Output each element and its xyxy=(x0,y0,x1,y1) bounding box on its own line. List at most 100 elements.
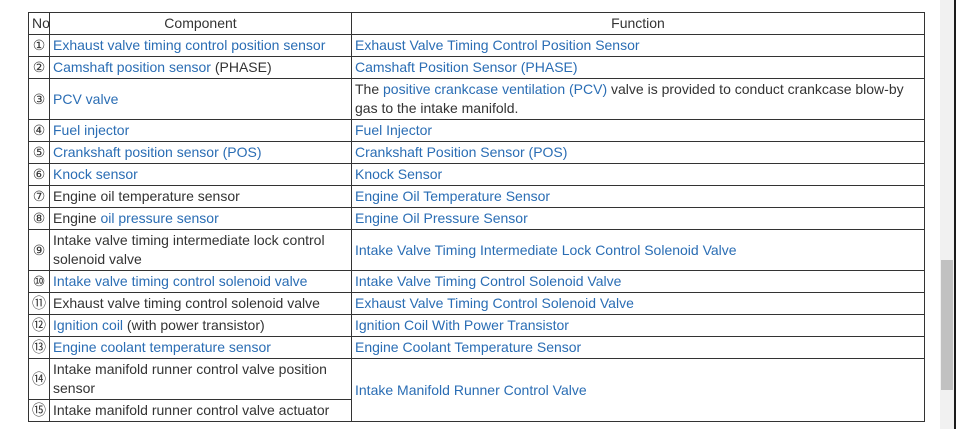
plain-text: Intake manifold runner control valve act… xyxy=(53,402,330,418)
row-number: ⑮ xyxy=(28,399,50,422)
function-cell: Fuel Injector xyxy=(351,119,925,142)
component-cell: Exhaust valve timing control position se… xyxy=(49,34,352,57)
function-cell: Intake Valve Timing Control Solenoid Val… xyxy=(351,270,925,293)
link-text[interactable]: Fuel injector xyxy=(53,122,130,138)
link-text[interactable]: Engine coolant temperature sensor xyxy=(53,339,271,355)
plain-text: (with power transistor) xyxy=(123,317,265,333)
link-text[interactable]: Fuel Injector xyxy=(355,122,433,138)
row-number: ⑦ xyxy=(28,185,50,208)
link-text[interactable]: Ignition coil xyxy=(53,317,124,333)
component-cell: Intake valve timing control solenoid val… xyxy=(49,270,352,293)
component-cell: Intake manifold runner control valve act… xyxy=(49,399,352,422)
component-cell: Engine oil temperature sensor xyxy=(49,185,352,208)
link-text[interactable]: PCV valve xyxy=(53,90,119,107)
component-cell: Crankshaft position sensor (POS) xyxy=(49,141,352,164)
link-text[interactable]: Intake valve timing control solenoid val… xyxy=(53,273,308,289)
table-row: ⑫ Ignition coil (with power transistor) Ig… xyxy=(28,314,925,337)
link-text[interactable]: Engine Coolant Temperature Sensor xyxy=(355,339,582,355)
row-number: ⑩ xyxy=(28,270,50,293)
table-row: ③ PCV valve The positive crankcase ventila… xyxy=(28,78,925,120)
function-cell: Knock Sensor xyxy=(351,163,925,186)
table-row: ⑦ Engine oil temperature sensor Engine Oil… xyxy=(28,185,925,208)
function-cell: Exhaust Valve Timing Control Position Se… xyxy=(351,34,925,57)
function-cell: Crankshaft Position Sensor (POS) xyxy=(351,141,925,164)
component-cell: Exhaust valve timing control solenoid va… xyxy=(49,292,352,315)
header-row: No. Component Function xyxy=(28,12,925,35)
link-text[interactable]: Intake Manifold Runner Control Valve xyxy=(355,381,587,398)
row-number: ① xyxy=(28,34,50,57)
link-text[interactable]: oil pressure sensor xyxy=(100,210,219,226)
row-number: ⑫ xyxy=(28,314,50,337)
plain-text: Engine xyxy=(53,210,101,226)
plain-text: Exhaust valve timing control solenoid va… xyxy=(53,295,320,311)
component-cell: Engine oil pressure sensor xyxy=(49,207,352,230)
link-text[interactable]: Intake Valve Timing Control Solenoid Val… xyxy=(355,273,622,289)
row-number: ② xyxy=(28,56,50,79)
link-text[interactable]: Engine Oil Temperature Sensor xyxy=(355,188,551,204)
component-cell: Knock sensor xyxy=(49,163,352,186)
link-text[interactable]: Knock sensor xyxy=(53,166,138,182)
link-text[interactable]: Camshaft position sensor xyxy=(53,59,211,75)
component-cell: Intake valve timing intermediate lock co… xyxy=(49,229,352,271)
table-body: ① Exhaust valve timing control position s… xyxy=(28,34,925,422)
row-number: ⑥ xyxy=(28,163,50,186)
table-row: ② Camshaft position sensor (PHASE) Camshaf… xyxy=(28,56,925,79)
link-text[interactable]: Exhaust Valve Timing Control Position Se… xyxy=(355,37,640,53)
window-right-edge xyxy=(954,0,956,429)
link-text[interactable]: Exhaust Valve Timing Control Solenoid Va… xyxy=(355,295,634,311)
row-number: ⑤ xyxy=(28,141,50,164)
link-text[interactable]: positive crankcase ventilation (PCV) xyxy=(383,81,608,97)
table-row: ⑧ Engine oil pressure sensor Engine Oil Pr… xyxy=(28,207,925,230)
function-cell: Engine Oil Pressure Sensor xyxy=(351,207,925,230)
plain-text: Intake manifold runner control valve pos… xyxy=(53,361,327,396)
plain-text: valve is provided to conduct crankcase b… xyxy=(355,81,904,116)
table-row: ⑨ Intake valve timing intermediate lock c… xyxy=(28,229,925,271)
function-cell: Ignition Coil With Power Transistor xyxy=(351,314,925,337)
function-cell: Camshaft Position Sensor (PHASE) xyxy=(351,56,925,79)
table-row: ⑭ Intake manifold runner control valve po… xyxy=(28,358,925,422)
row-number: ④ xyxy=(28,119,50,142)
link-text[interactable]: Exhaust valve timing control position se… xyxy=(53,37,326,53)
function-cell: Engine Oil Temperature Sensor xyxy=(351,185,925,208)
function-cell: Intake Valve Timing Intermediate Lock Co… xyxy=(351,229,925,271)
link-text[interactable]: Intake Valve Timing Intermediate Lock Co… xyxy=(355,241,737,258)
link-text[interactable]: Camshaft Position Sensor (PHASE) xyxy=(355,59,578,75)
column-header-no: No. xyxy=(28,12,50,35)
plain-text: Intake valve timing intermediate lock co… xyxy=(53,232,325,267)
link-text[interactable]: Engine Oil Pressure Sensor xyxy=(355,210,528,226)
plain-text: (PHASE) xyxy=(210,59,272,75)
plain-text: Engine oil temperature sensor xyxy=(53,188,240,204)
function-cell: The positive crankcase ventilation (PCV)… xyxy=(351,78,925,120)
function-cell: Exhaust Valve Timing Control Solenoid Va… xyxy=(351,292,925,315)
table-header: No. Component Function xyxy=(28,12,925,35)
table-row: ⑤ Crankshaft position sensor (POS) Cranksh… xyxy=(28,141,925,164)
component-cell: Fuel injector xyxy=(49,119,352,142)
component-cell: Engine coolant temperature sensor xyxy=(49,336,352,359)
row-number: ⑭ xyxy=(28,358,50,400)
row-number: ⑧ xyxy=(28,207,50,230)
table-row: ⑩ Intake valve timing control solenoid va… xyxy=(28,270,925,293)
table-row: ⑪ Exhaust valve timing control solenoid v… xyxy=(28,292,925,315)
table-row: ⑥ Knock sensor Knock Sensor xyxy=(28,163,925,186)
link-text[interactable]: Ignition Coil With Power Transistor xyxy=(355,317,569,333)
component-cell: PCV valve xyxy=(49,78,352,120)
component-cell: Intake manifold runner control valve pos… xyxy=(49,358,352,400)
column-header-component: Component xyxy=(49,12,352,35)
function-cell: Intake Manifold Runner Control Valve xyxy=(351,358,925,422)
link-text[interactable]: Crankshaft position sensor (POS) xyxy=(53,144,262,160)
table-row: ⑮ Intake manifold runner control valve ac… xyxy=(28,399,925,422)
plain-text: The xyxy=(355,81,384,97)
row-number: ⑨ xyxy=(28,229,50,271)
vertical-scrollbar-thumb[interactable] xyxy=(941,260,953,390)
function-cell: Engine Coolant Temperature Sensor xyxy=(351,336,925,359)
component-cell: Camshaft position sensor (PHASE) xyxy=(49,56,352,79)
row-number: ⑬ xyxy=(28,336,50,359)
table-row: ① Exhaust valve timing control position s… xyxy=(28,34,925,57)
link-text[interactable]: Knock Sensor xyxy=(355,166,443,182)
column-header-function: Function xyxy=(351,12,925,35)
link-text[interactable]: Crankshaft Position Sensor (POS) xyxy=(355,144,568,160)
table-row: ⑬ Engine coolant temperature sensor Engine… xyxy=(28,336,925,359)
row-number: ⑪ xyxy=(28,292,50,315)
